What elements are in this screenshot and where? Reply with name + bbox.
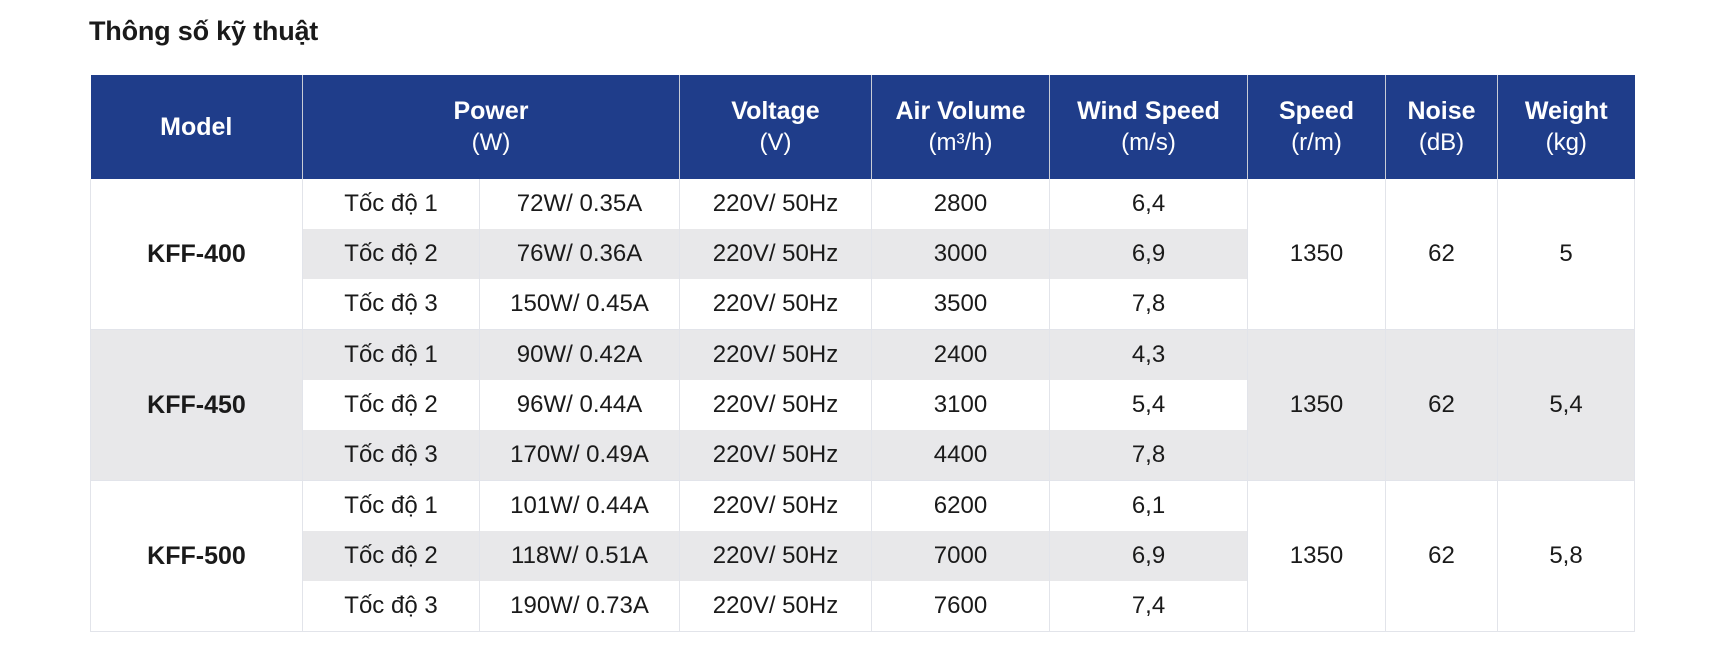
page-title: Thông số kỹ thuật <box>89 16 319 46</box>
header-power-unit: (W) <box>471 129 511 156</box>
power-value: 101W/ 0.44A <box>479 480 680 531</box>
noise-value: 62 <box>1385 329 1498 481</box>
air-volume-value: 2400 <box>871 329 1050 380</box>
header-wind-speed-unit: (m/s) <box>1121 129 1176 156</box>
power-value: 76W/ 0.36A <box>479 229 680 279</box>
header-air-volume-label: Air Volume <box>895 97 1026 125</box>
header-model: Model <box>90 75 303 179</box>
header-speed: Speed (r/m) <box>1247 75 1386 179</box>
air-volume-value: 3000 <box>871 229 1050 279</box>
table-row: KFF-450 Tốc độ 1 90W/ 0.42A 220V/ 50Hz 2… <box>90 329 1635 481</box>
weight-value: 5 <box>1497 179 1635 330</box>
wind-speed-value: 7,8 <box>1049 279 1248 330</box>
wind-speed-value: 6,4 <box>1049 179 1248 229</box>
header-power: Power (W) <box>302 75 680 179</box>
header-speed-label: Speed <box>1278 97 1355 125</box>
wind-speed-value: 7,4 <box>1049 581 1248 632</box>
air-volume-value: 4400 <box>871 430 1050 481</box>
wind-speed-value: 6,1 <box>1049 480 1248 531</box>
header-wind-speed-label: Wind Speed <box>1077 97 1220 125</box>
wind-speed-value: 6,9 <box>1049 531 1248 581</box>
voltage-value: 220V/ 50Hz <box>679 380 872 430</box>
speed-level: Tốc độ 2 <box>302 229 480 279</box>
air-volume-value: 3100 <box>871 380 1050 430</box>
wind-speed-value: 7,8 <box>1049 430 1248 481</box>
air-volume-value: 2800 <box>871 179 1050 229</box>
voltage-value: 220V/ 50Hz <box>679 279 872 330</box>
air-volume-value: 6200 <box>871 480 1050 531</box>
table-row: Tốc độ 2 76W/ 0.36A 220V/ 50Hz 3000 6,9 <box>91 229 1635 279</box>
table-row: KFF-400 Tốc độ 1 72W/ 0.35A 220V/ 50Hz 2… <box>90 179 1635 330</box>
header-voltage-label: Voltage <box>731 97 820 125</box>
model-group-kff-500: KFF-500 Tốc độ 1 101W/ 0.44A 220V/ 50Hz … <box>90 480 1635 632</box>
power-value: 90W/ 0.42A <box>479 329 680 380</box>
header-weight-unit: (kg) <box>1545 129 1587 156</box>
weight-value: 5,8 <box>1497 480 1635 632</box>
speed-level: Tốc độ 1 <box>302 179 480 229</box>
header-speed-unit: (r/m) <box>1291 129 1342 156</box>
voltage-value: 220V/ 50Hz <box>679 179 872 229</box>
voltage-value: 220V/ 50Hz <box>679 531 872 581</box>
air-volume-value: 7600 <box>871 581 1050 632</box>
speed-level: Tốc độ 1 <box>302 480 480 531</box>
header-noise-label: Noise <box>1407 97 1476 125</box>
header-air-volume-unit: (m³/h) <box>928 129 993 156</box>
header-row: Model Power (W) Voltage (V) Air Volume (… <box>90 75 1635 179</box>
model-group-kff-400: KFF-400 Tốc độ 1 72W/ 0.35A 220V/ 50Hz 2… <box>90 179 1635 330</box>
wind-speed-value: 4,3 <box>1049 329 1248 380</box>
noise-value: 62 <box>1385 480 1498 632</box>
power-value: 170W/ 0.49A <box>479 430 680 481</box>
wind-speed-value: 5,4 <box>1049 380 1248 430</box>
spec-table: Model Power (W) Voltage (V) Air Volume (… <box>90 75 1635 632</box>
rpm-value: 1350 <box>1247 179 1386 330</box>
voltage-value: 220V/ 50Hz <box>679 329 872 380</box>
table-row: Tốc độ 3 150W/ 0.45A 220V/ 50Hz 3500 7,8 <box>91 279 1635 330</box>
header-power-label: Power <box>453 97 529 125</box>
model-name: KFF-500 <box>90 480 303 632</box>
header-noise-unit: (dB) <box>1418 129 1465 156</box>
table-header: Model Power (W) Voltage (V) Air Volume (… <box>90 75 1635 179</box>
header-wind-speed: Wind Speed (m/s) <box>1049 75 1248 179</box>
header-voltage: Voltage (V) <box>679 75 872 179</box>
rpm-value: 1350 <box>1247 480 1386 632</box>
header-weight: Weight (kg) <box>1497 75 1635 179</box>
speed-level: Tốc độ 3 <box>302 430 480 481</box>
noise-value: 62 <box>1385 179 1498 330</box>
table-row: Tốc độ 3 190W/ 0.73A 220V/ 50Hz 7600 7,4 <box>91 581 1635 632</box>
power-value: 96W/ 0.44A <box>479 380 680 430</box>
header-air-volume: Air Volume (m³/h) <box>871 75 1050 179</box>
air-volume-value: 7000 <box>871 531 1050 581</box>
header-noise: Noise (dB) <box>1385 75 1498 179</box>
power-value: 118W/ 0.51A <box>479 531 680 581</box>
speed-level: Tốc độ 2 <box>302 380 480 430</box>
voltage-value: 220V/ 50Hz <box>679 480 872 531</box>
speed-level: Tốc độ 3 <box>302 581 480 632</box>
model-name: KFF-450 <box>90 329 303 481</box>
header-voltage-unit: (V) <box>759 129 792 156</box>
speed-level: Tốc độ 2 <box>302 531 480 581</box>
table-row: Tốc độ 2 118W/ 0.51A 220V/ 50Hz 7000 6,9 <box>91 531 1635 581</box>
table-row: KFF-500 Tốc độ 1 101W/ 0.44A 220V/ 50Hz … <box>90 480 1635 632</box>
table-row: Tốc độ 2 96W/ 0.44A 220V/ 50Hz 3100 5,4 <box>91 380 1635 430</box>
voltage-value: 220V/ 50Hz <box>679 430 872 481</box>
rpm-value: 1350 <box>1247 329 1386 481</box>
voltage-value: 220V/ 50Hz <box>679 581 872 632</box>
power-value: 72W/ 0.35A <box>479 179 680 229</box>
power-value: 150W/ 0.45A <box>479 279 680 330</box>
wind-speed-value: 6,9 <box>1049 229 1248 279</box>
weight-value: 5,4 <box>1497 329 1635 481</box>
power-value: 190W/ 0.73A <box>479 581 680 632</box>
air-volume-value: 3500 <box>871 279 1050 330</box>
model-group-kff-450: KFF-450 Tốc độ 1 90W/ 0.42A 220V/ 50Hz 2… <box>90 329 1635 481</box>
table-row: Tốc độ 3 170W/ 0.49A 220V/ 50Hz 4400 7,8 <box>91 430 1635 481</box>
model-name: KFF-400 <box>90 179 303 330</box>
header-weight-label: Weight <box>1524 97 1608 125</box>
voltage-value: 220V/ 50Hz <box>679 229 872 279</box>
speed-level: Tốc độ 3 <box>302 279 480 330</box>
speed-level: Tốc độ 1 <box>302 329 480 380</box>
